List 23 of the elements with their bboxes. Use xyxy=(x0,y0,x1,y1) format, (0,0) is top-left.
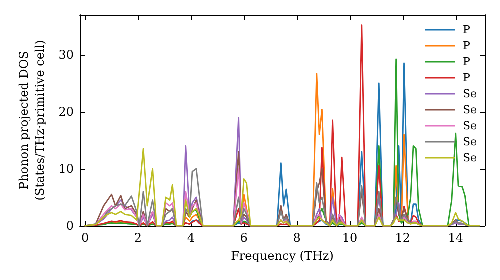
y-tick-label: 10 xyxy=(58,162,74,176)
legend-label: P xyxy=(463,40,471,52)
x-tick-label: 14 xyxy=(448,231,464,245)
y-tick-label: 30 xyxy=(58,48,74,62)
x-tick-label: 0 xyxy=(81,231,90,245)
legend-label: P xyxy=(463,56,471,68)
x-tick-label: 4 xyxy=(187,231,196,245)
y-tick-label: 20 xyxy=(58,104,74,119)
legend-label: P xyxy=(463,24,471,36)
x-tick-label: 2 xyxy=(134,231,142,245)
x-tick-label: 12 xyxy=(395,231,411,245)
x-tick-label: 10 xyxy=(342,231,358,245)
y-tick-label: 0 xyxy=(66,219,74,233)
legend-label: Se xyxy=(463,88,478,100)
legend-label: Se xyxy=(463,152,478,164)
x-tick-label: 6 xyxy=(240,231,248,245)
legend-label: Se xyxy=(463,136,478,148)
legend-label: Se xyxy=(463,104,478,116)
x-axis-title: Frequency (THz) xyxy=(231,249,334,263)
legend-label: Se xyxy=(463,120,478,132)
y-axis-title: Phonon projected DOS (States/THz·primitive cell) xyxy=(16,40,47,201)
legend-label: P xyxy=(463,72,471,84)
x-tick-label: 8 xyxy=(293,231,301,245)
